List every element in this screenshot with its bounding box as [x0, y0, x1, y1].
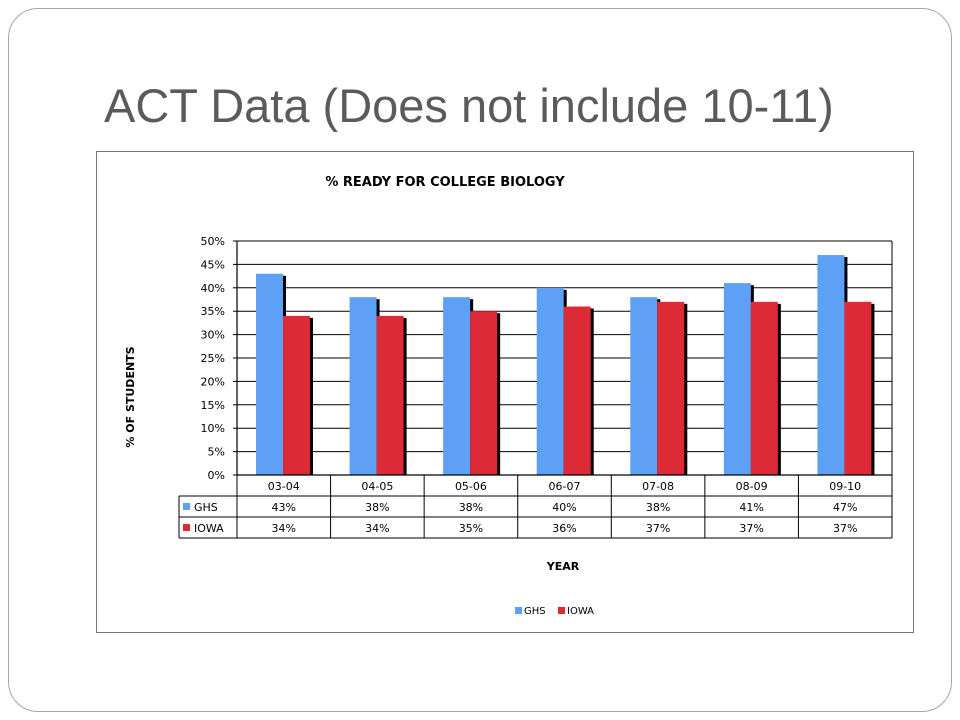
data-label: 37%	[646, 522, 670, 535]
x-category-label: 09-10	[829, 480, 861, 493]
y-tick-label: 45%	[201, 258, 225, 271]
data-table: 03-04 04-05 05-06 06-07 07-08 08-09 09-10 GHS 43…	[178, 474, 893, 539]
data-label: 35%	[459, 522, 483, 535]
y-axis-label: % OF STUDENTS	[124, 346, 137, 447]
table-series-label: IOWA	[194, 522, 224, 535]
y-tick-label: 0%	[208, 469, 225, 482]
bar-iowa	[376, 315, 404, 475]
data-label: 41%	[739, 501, 763, 514]
data-label: 47%	[833, 501, 857, 514]
data-label: 37%	[739, 522, 763, 535]
table-series-label: GHS	[194, 501, 218, 514]
legend-label: IOWA	[567, 606, 594, 617]
data-label: 38%	[646, 501, 670, 514]
data-label: 40%	[552, 501, 576, 514]
bar-iowa	[470, 311, 498, 475]
data-label: 34%	[272, 522, 296, 535]
x-axis-label: YEAR	[546, 560, 580, 573]
bar-ghs	[723, 283, 751, 475]
chart-title: % READY FOR COLLEGE BIOLOGY	[325, 175, 565, 190]
bar-ghs	[630, 297, 658, 475]
data-label: 43%	[272, 501, 296, 514]
data-label: 38%	[365, 501, 389, 514]
y-tick-label: 15%	[201, 399, 225, 412]
legend[interactable]: GHS IOWA	[515, 606, 594, 617]
x-category-label: 07-08	[642, 480, 674, 493]
bar-iowa	[283, 315, 310, 475]
y-tick-label: 40%	[201, 282, 225, 295]
x-category-label: 04-05	[361, 480, 393, 493]
bar-ghs	[817, 255, 845, 475]
y-tick-label: 10%	[201, 422, 225, 435]
axes: 0% 5% 10% 15% 20% 25% 30% 35% 40% 45% 50%	[201, 235, 238, 482]
bar-iowa	[844, 301, 872, 475]
bar-ghs	[443, 297, 471, 475]
bar-ghs	[349, 297, 377, 475]
x-category-label: 08-09	[736, 480, 768, 493]
data-label: 38%	[459, 501, 483, 514]
data-label: 37%	[833, 522, 857, 535]
table-legend-key	[183, 524, 190, 531]
legend-swatch	[515, 607, 522, 614]
data-label: 34%	[365, 522, 389, 535]
bar-chart: % READY FOR COLLEGE BIOLOGY % OF STUDENT…	[124, 175, 893, 617]
x-category-label: 03-04	[268, 480, 300, 493]
y-tick-label: 25%	[201, 352, 225, 365]
y-tick-label: 50%	[201, 235, 225, 248]
y-tick-label: 35%	[201, 305, 225, 318]
bar-ghs	[256, 273, 283, 475]
slide-title: ACT Data (Does not include 10-11)	[104, 79, 834, 132]
data-label: 36%	[552, 522, 576, 535]
bar-ghs	[536, 287, 564, 475]
y-tick-label: 5%	[208, 446, 225, 459]
x-category-label: 05-06	[455, 480, 487, 493]
x-category-label: 06-07	[549, 480, 581, 493]
slide-frame	[8, 8, 952, 712]
y-tick-label: 20%	[201, 375, 225, 388]
bar-iowa	[750, 301, 778, 475]
legend-swatch	[558, 607, 565, 614]
bars	[256, 255, 875, 475]
legend-label: GHS	[524, 606, 546, 617]
bar-iowa	[657, 301, 685, 475]
table-legend-key	[183, 503, 190, 510]
y-tick-label: 30%	[201, 329, 225, 342]
chart-container: % READY FOR COLLEGE BIOLOGY % OF STUDENT…	[96, 151, 914, 633]
bar-iowa	[563, 306, 591, 475]
